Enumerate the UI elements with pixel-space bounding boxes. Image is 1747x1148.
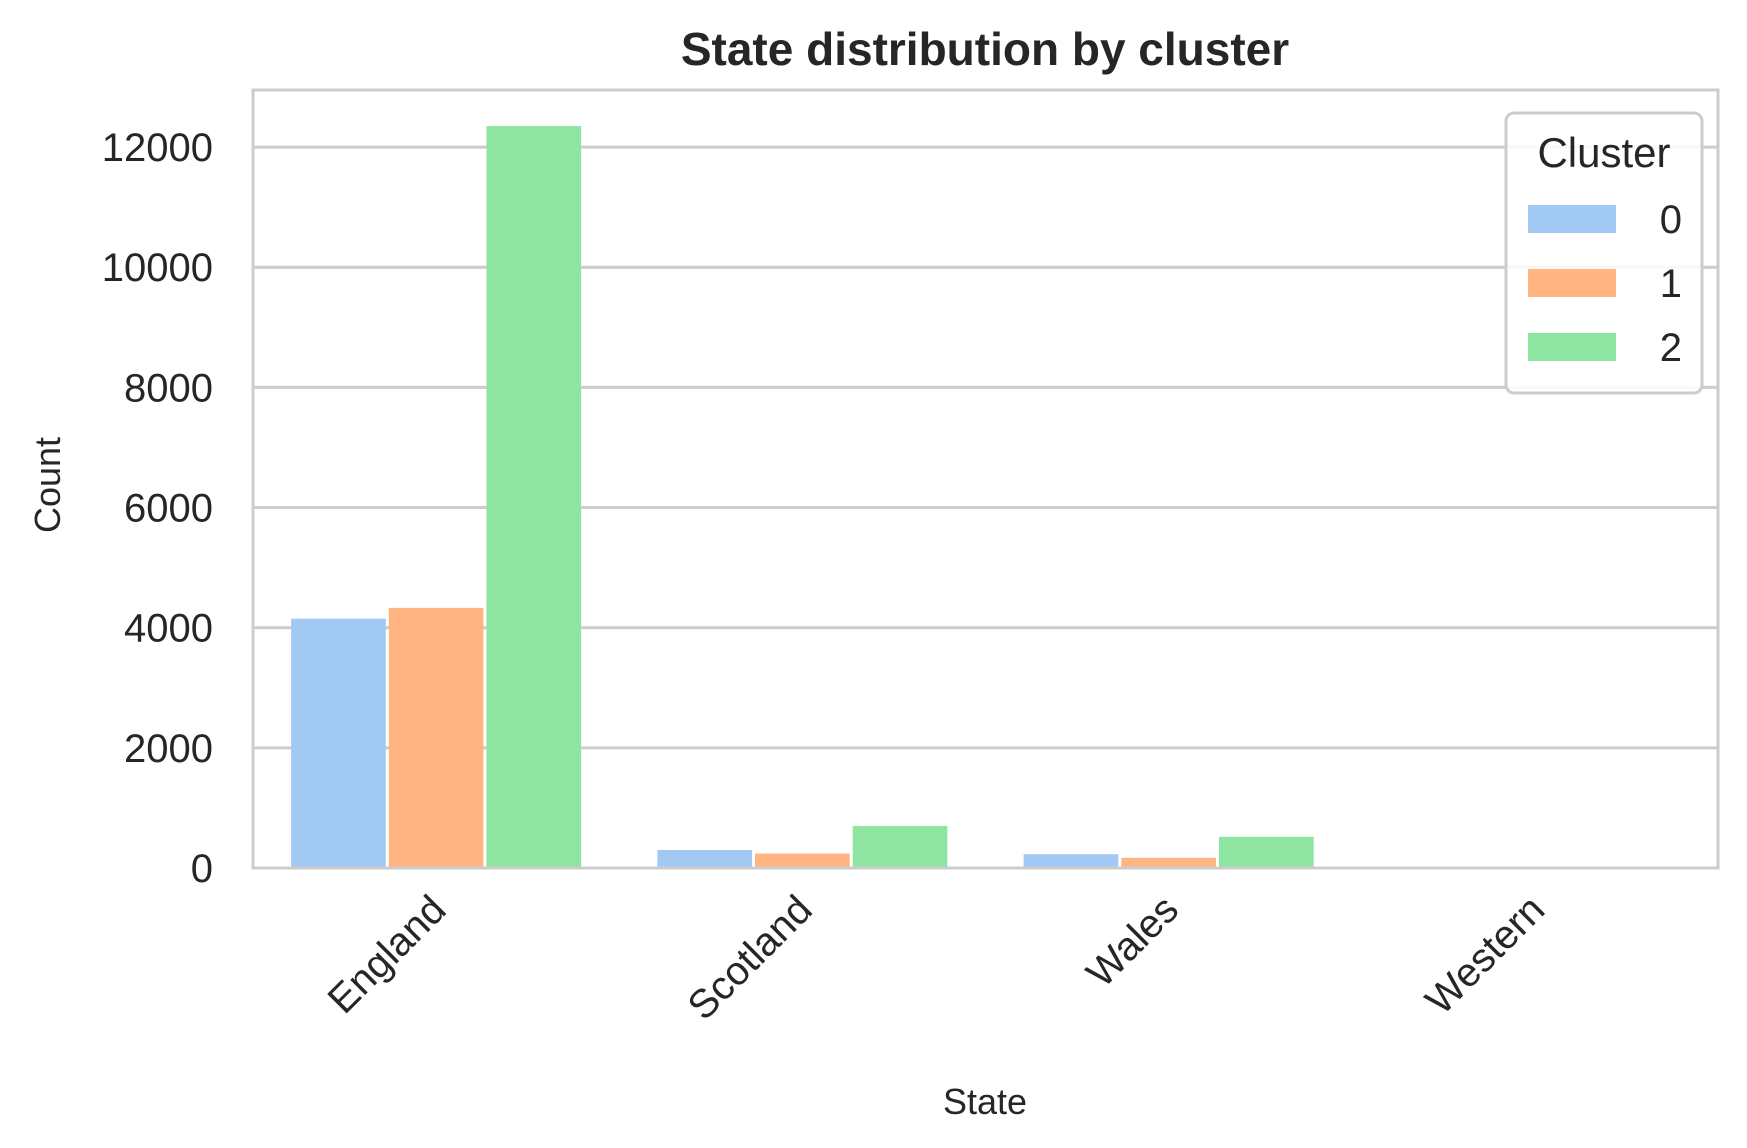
y-tick-label: 0 bbox=[191, 847, 213, 891]
bar-england-cluster-1 bbox=[388, 607, 484, 868]
legend-swatch-0 bbox=[1528, 205, 1616, 233]
y-tick-label: 12000 bbox=[102, 126, 213, 170]
bar-wales-cluster-1 bbox=[1121, 857, 1216, 868]
plot-frame bbox=[251, 88, 1720, 870]
bar-wales-cluster-2 bbox=[1218, 836, 1314, 868]
bar-scotland-cluster-1 bbox=[755, 853, 850, 868]
y-axis-label: Count bbox=[27, 437, 68, 533]
plot-area-border bbox=[251, 88, 1720, 870]
legend-box bbox=[1504, 111, 1704, 395]
bar-scotland-cluster-0 bbox=[657, 849, 753, 868]
bars bbox=[291, 126, 1680, 869]
x-axis-label: State bbox=[943, 1081, 1027, 1122]
legend-label-0: 0 bbox=[1660, 198, 1682, 242]
y-tick-label: 10000 bbox=[102, 246, 213, 290]
bar-england-cluster-2 bbox=[486, 126, 582, 869]
legend-label-1: 1 bbox=[1660, 262, 1682, 306]
y-tick-label: 2000 bbox=[124, 727, 213, 771]
y-tick-labels: 0 2000 4000 6000 8000 10000 12000 bbox=[102, 126, 213, 891]
legend-items: 0 1 2 bbox=[1528, 198, 1682, 370]
bar-wales-cluster-0 bbox=[1023, 854, 1119, 868]
y-tick-label: 4000 bbox=[124, 607, 213, 651]
y-tick-label: 8000 bbox=[124, 366, 213, 410]
legend-swatch-2 bbox=[1528, 333, 1616, 361]
legend-label-2: 2 bbox=[1660, 326, 1682, 370]
bar-england-cluster-0 bbox=[291, 618, 386, 868]
chart-title: State distribution by cluster bbox=[681, 23, 1289, 75]
y-tick-label: 6000 bbox=[124, 487, 213, 531]
legend: Cluster 0 1 2 bbox=[1504, 111, 1704, 395]
legend-swatch-1 bbox=[1528, 269, 1616, 297]
legend-title: Cluster bbox=[1537, 129, 1670, 176]
bar-scotland-cluster-2 bbox=[852, 825, 948, 868]
